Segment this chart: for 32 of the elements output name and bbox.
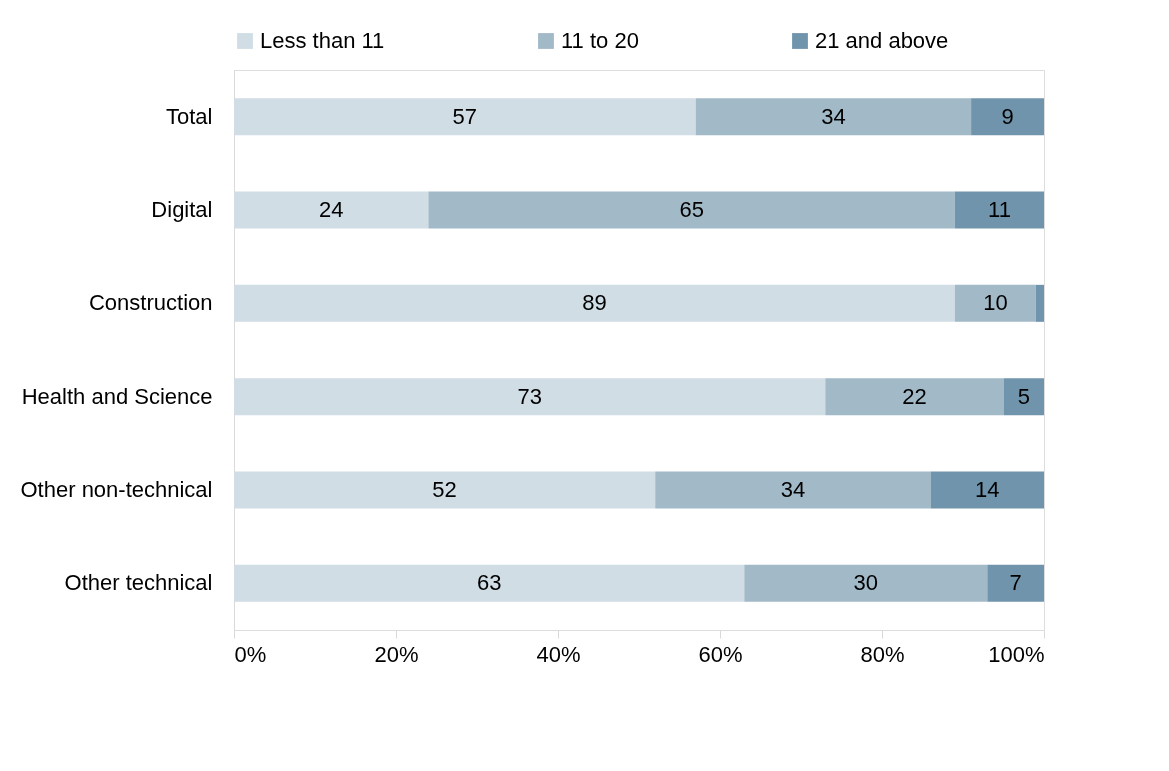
x-tick-label: 60% [698,641,743,667]
data-label: 34 [780,477,806,502]
x-tick-label: 100% [988,641,1045,667]
data-label: 9 [1001,103,1014,129]
data-label: 89 [582,290,607,316]
y-tick-label: Total [166,103,213,129]
x-tick-label: 0% [234,641,267,667]
x-tick-label: 40% [536,641,581,667]
y-tick-label: Other non-technical [20,477,213,502]
y-tick-label: Health and Science [21,383,213,409]
data-label: 52 [432,477,457,502]
x-tick-label: 20% [374,641,419,667]
data-label: 57 [452,103,478,129]
legend-label: 11 to 20 [561,28,639,53]
y-tick-label: Other technical [64,570,213,596]
data-label: 5 [1017,383,1030,409]
legend-label: Less than 11 [260,28,385,53]
data-label: 22 [902,383,927,409]
data-label: 14 [975,477,1000,502]
data-label: 30 [853,570,879,596]
y-tick-label: Construction [88,290,213,316]
data-label: 73 [517,383,542,409]
data-label: 10 [983,290,1008,316]
legend-label: 21 and above [815,28,949,53]
data-label: 34 [821,103,846,129]
x-tick-label: 80% [860,641,905,667]
data-label: 7 [1009,570,1022,596]
y-tick-label: Digital [151,197,213,222]
data-label: 63 [476,570,502,596]
data-label: 65 [679,197,704,222]
data-label: 11 [988,197,1011,222]
data-label: 24 [318,197,344,222]
